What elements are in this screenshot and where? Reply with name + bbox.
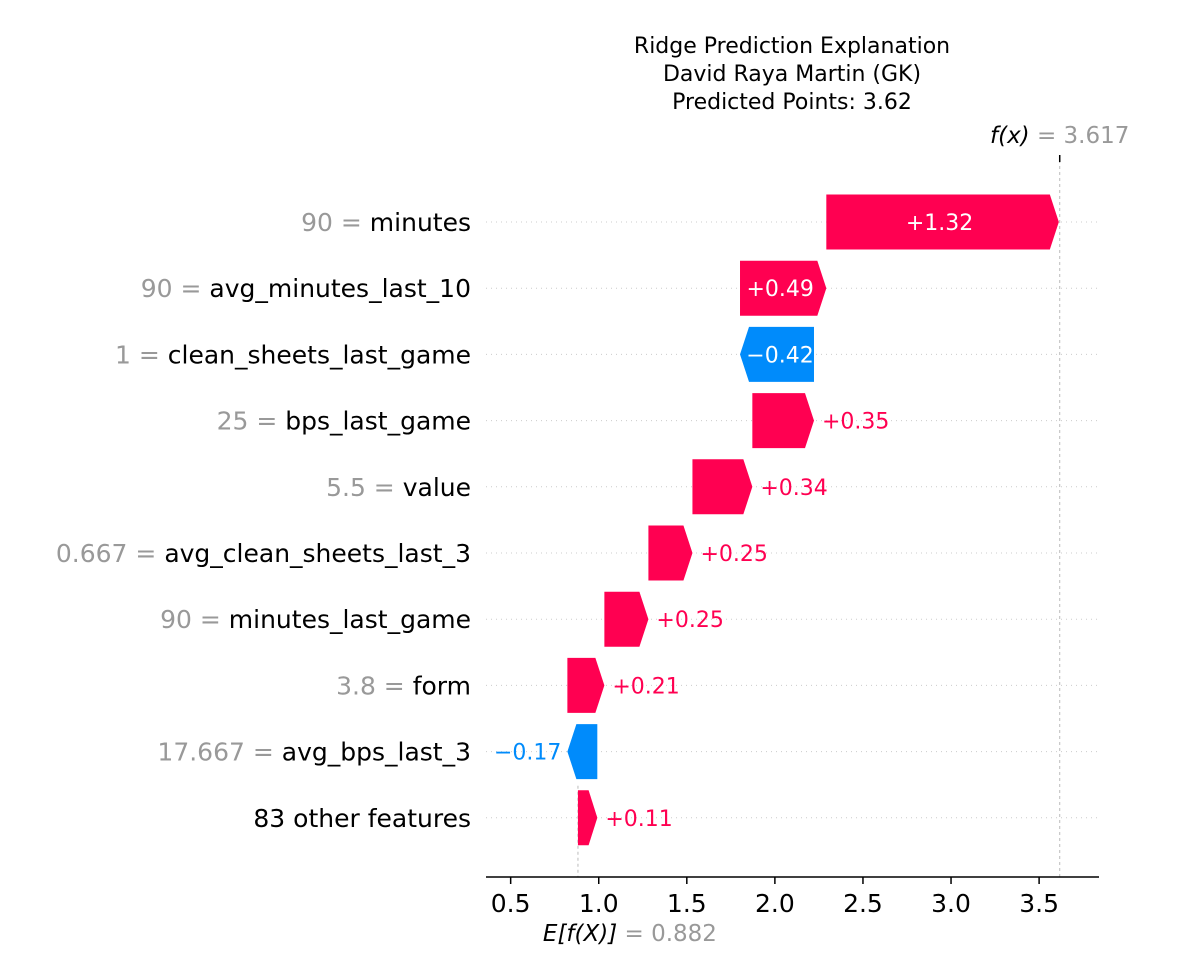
bar-value-label: +0.25 xyxy=(656,608,723,633)
title-line-3: Predicted Points: 3.62 xyxy=(672,90,912,115)
value-annotations: f(x) = 3.617 E[f(X)] = 0.882 xyxy=(543,123,1129,947)
feature-label: 90 = avg_minutes_last_10 xyxy=(141,274,471,303)
bar-value-label: +0.21 xyxy=(612,674,679,699)
feature-label: 90 = minutes_last_game xyxy=(160,605,471,634)
feature-name: form xyxy=(413,671,471,700)
bar-value-label: +0.34 xyxy=(760,476,827,501)
output-value-annotation: f(x) = 3.617 xyxy=(990,123,1129,149)
base-label: E[f(X)] xyxy=(543,921,617,947)
feature-value: 3.8 = xyxy=(336,671,413,700)
bar-clean-sheets-last-game xyxy=(740,326,814,382)
x-tick-label: 2.5 xyxy=(843,889,883,918)
bar-83-other-features xyxy=(577,790,598,846)
feature-value: 5.5 = xyxy=(326,473,403,502)
bar-bps-last-game xyxy=(752,393,814,449)
feature-name: avg_minutes_last_10 xyxy=(209,274,471,303)
bar-minutes-last-game xyxy=(604,591,649,647)
bar-value-label: +0.49 xyxy=(746,277,813,302)
x-tick-label: 3.0 xyxy=(931,889,971,918)
x-tick-label: 1.0 xyxy=(579,889,619,918)
feature-value: 90 = xyxy=(160,605,229,634)
feature-label: 0.667 = avg_clean_sheets_last_3 xyxy=(56,539,471,568)
feature-value: 25 = xyxy=(217,407,286,436)
feature-name: avg_bps_last_3 xyxy=(282,738,471,767)
feature-label: 25 = bps_last_game xyxy=(217,407,471,436)
x-tick-label: 2.0 xyxy=(755,889,795,918)
bar-avg-minutes-last-10 xyxy=(740,260,827,316)
feature-value: 1 = xyxy=(115,340,168,369)
feature-label: 3.8 = form xyxy=(336,671,471,700)
bar-value xyxy=(692,459,753,515)
bar-value-label: +0.35 xyxy=(822,410,889,435)
bar-value-label: −0.17 xyxy=(494,741,561,766)
bar-avg-clean-sheets-last-3 xyxy=(648,525,693,581)
x-tick-label: 1.5 xyxy=(667,889,707,918)
x-tick-label: 0.5 xyxy=(491,889,531,918)
title-line-1: Ridge Prediction Explanation xyxy=(634,34,950,59)
feature-label: 1 = clean_sheets_last_game xyxy=(115,340,471,369)
feature-name: avg_clean_sheets_last_3 xyxy=(164,539,471,568)
reference-lines xyxy=(577,155,1061,877)
x-axis: 0.5 1.0 1.5 2.0 2.5 3.0 3.5 xyxy=(486,876,1099,918)
bar-form xyxy=(567,657,605,713)
feature-name: bps_last_game xyxy=(285,407,471,436)
feature-name: clean_sheets_last_game xyxy=(168,340,471,369)
feature-label: 5.5 = value xyxy=(326,473,471,502)
feature-name: minutes xyxy=(370,208,471,237)
feature-name: value xyxy=(403,473,471,502)
chart-title: Ridge Prediction Explanation David Raya … xyxy=(634,34,950,115)
bar-value-label: +1.32 xyxy=(906,211,973,236)
bar-value-label: −0.42 xyxy=(746,343,813,368)
feature-name: minutes_last_game xyxy=(229,605,471,634)
feature-value: 90 = xyxy=(141,274,210,303)
feature-label: 90 = minutes xyxy=(301,208,471,237)
x-tick-label: 3.5 xyxy=(1019,889,1059,918)
feature-label: 83 other features xyxy=(253,804,471,833)
bar-avg-bps-last-3 xyxy=(567,724,598,780)
bar-minutes xyxy=(826,194,1059,250)
output-value: = 3.617 xyxy=(1030,123,1130,149)
output-label: f(x) xyxy=(990,123,1030,149)
contribution-bars: +1.32 +0.49 −0.42 +0.35 +0.34 +0.25 +0.25 +0.21… xyxy=(494,194,1059,846)
title-line-2: David Raya Martin (GK) xyxy=(663,62,921,87)
bar-value-label: +0.11 xyxy=(605,807,672,832)
base-value-annotation: E[f(X)] = 0.882 xyxy=(543,921,717,947)
feature-label: 17.667 = avg_bps_last_3 xyxy=(157,738,471,767)
feature-value: 0.667 = xyxy=(56,539,164,568)
base-value: = 0.882 xyxy=(617,921,717,947)
feature-value: 90 = xyxy=(301,208,370,237)
bar-value-label: +0.25 xyxy=(700,542,767,567)
feature-value: 17.667 = xyxy=(157,738,281,767)
feature-name: 83 other features xyxy=(253,804,471,833)
